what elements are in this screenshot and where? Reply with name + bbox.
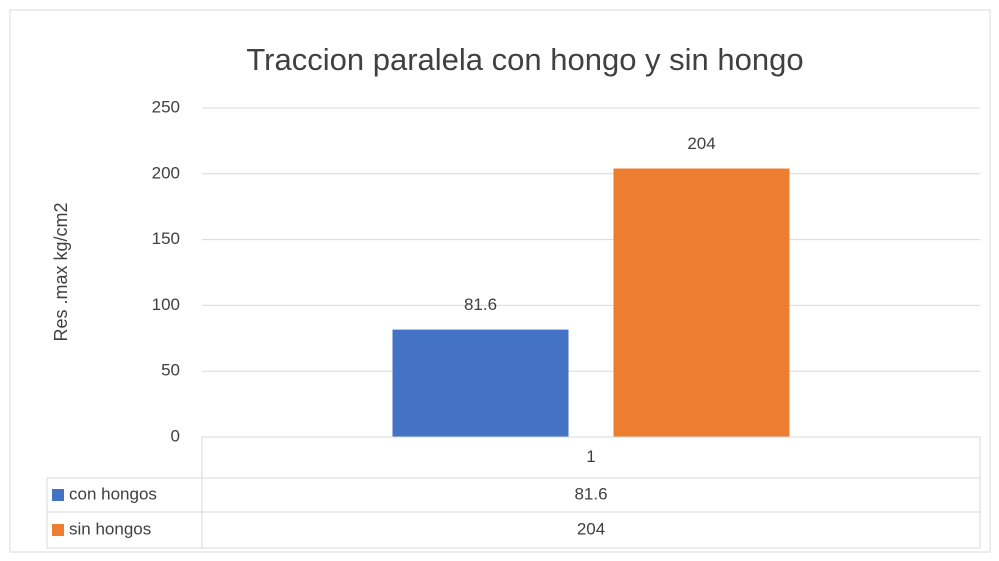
y-tick-label: 0 (171, 426, 180, 445)
y-axis-label: Res .max kg/cm2 (51, 202, 71, 341)
y-tick-label: 50 (161, 361, 180, 380)
y-tick-label: 250 (152, 97, 180, 116)
legend-key (52, 489, 64, 501)
legend-key (52, 524, 64, 536)
table-value: 204 (577, 519, 605, 538)
y-tick-label: 100 (152, 295, 180, 314)
legend-label: sin hongos (69, 519, 151, 538)
y-tick-label: 150 (152, 229, 180, 248)
x-tick-label: 1 (586, 447, 595, 466)
chart-border (9, 9, 991, 553)
legend-label: con hongos (69, 484, 157, 503)
bar (613, 168, 790, 437)
data-label: 204 (687, 134, 715, 153)
table-value: 81.6 (574, 484, 607, 503)
data-label: 81.6 (464, 295, 497, 314)
y-tick-label: 200 (152, 163, 180, 182)
bar (392, 329, 569, 437)
chart-title: Traccion paralela con hongo y sin hongo (246, 42, 803, 77)
